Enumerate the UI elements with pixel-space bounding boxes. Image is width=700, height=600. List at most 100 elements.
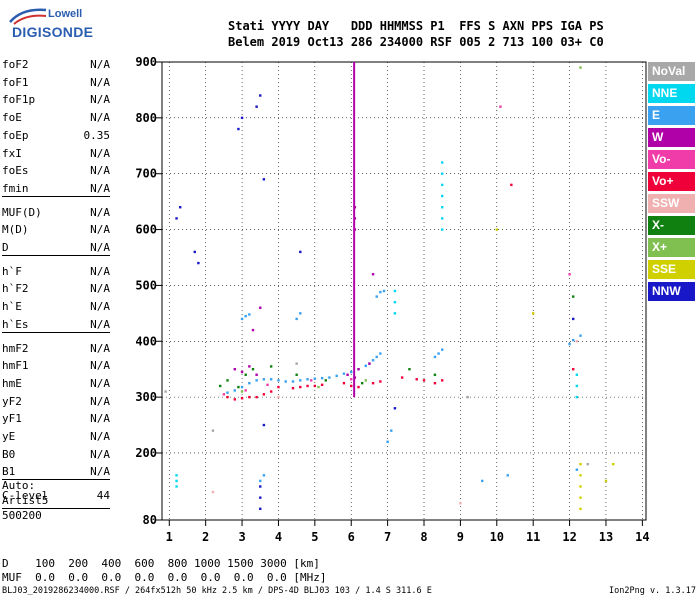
param-value: N/A bbox=[90, 223, 110, 237]
data-point bbox=[248, 313, 251, 316]
data-point bbox=[433, 355, 437, 359]
data-point bbox=[433, 373, 437, 376]
legend-item-noval: NoVal bbox=[648, 62, 695, 81]
data-point bbox=[379, 352, 382, 355]
data-point bbox=[371, 273, 375, 276]
param-value: N/A bbox=[90, 430, 110, 443]
data-point bbox=[579, 496, 582, 499]
x-tick-label: 4 bbox=[275, 530, 282, 544]
x-tick-label: 9 bbox=[457, 530, 464, 544]
data-point bbox=[575, 395, 579, 399]
param-name: hmE bbox=[2, 376, 22, 390]
param-value: N/A bbox=[90, 394, 110, 408]
legend-item-e: E bbox=[648, 106, 695, 125]
data-point bbox=[251, 367, 255, 371]
separator bbox=[2, 254, 110, 256]
data-point bbox=[441, 228, 444, 231]
data-point bbox=[393, 407, 397, 410]
data-point bbox=[575, 340, 579, 343]
param-name: foEp bbox=[2, 128, 29, 142]
data-point bbox=[393, 312, 397, 315]
param-name: yF2 bbox=[2, 394, 22, 408]
data-point bbox=[237, 127, 240, 131]
data-point bbox=[379, 380, 382, 383]
param-row-fxi: fxI N/A bbox=[2, 145, 110, 163]
data-point bbox=[568, 342, 571, 346]
data-point bbox=[360, 381, 364, 385]
param-row-d: D N/A bbox=[2, 239, 110, 257]
legend-item-nne: NNE bbox=[648, 84, 695, 103]
data-point bbox=[393, 289, 397, 293]
param-row-fof2: foF2 N/A bbox=[2, 56, 110, 74]
data-point bbox=[299, 379, 302, 382]
param-value: N/A bbox=[90, 205, 110, 219]
data-point bbox=[317, 385, 320, 389]
data-point bbox=[335, 374, 338, 378]
x-tick-label: 12 bbox=[562, 530, 576, 544]
separator bbox=[2, 479, 110, 481]
param-row-hf2: h`F2 N/A bbox=[2, 280, 110, 298]
data-point bbox=[175, 485, 178, 488]
data-point bbox=[568, 273, 571, 276]
param-value: N/A bbox=[90, 93, 110, 107]
data-point bbox=[604, 479, 608, 483]
data-point bbox=[226, 391, 229, 394]
logo-text-lowell: Lowell bbox=[48, 8, 83, 20]
param-value: N/A bbox=[90, 75, 110, 89]
data-point bbox=[248, 365, 251, 368]
data-point bbox=[353, 376, 357, 379]
data-point bbox=[579, 485, 582, 488]
data-point bbox=[197, 261, 200, 265]
data-point bbox=[324, 379, 327, 382]
data-point bbox=[269, 365, 273, 368]
param-name: D bbox=[2, 241, 9, 254]
x-tick-label: 14 bbox=[635, 530, 649, 544]
data-point bbox=[586, 462, 589, 466]
data-point bbox=[259, 94, 262, 97]
data-point bbox=[481, 479, 484, 483]
d-muf-table: D 100 200 400 600 800 1000 1500 3000 [km… bbox=[2, 557, 327, 585]
d-row: D 100 200 400 600 800 1000 1500 3000 [km… bbox=[2, 557, 320, 570]
data-point bbox=[262, 423, 266, 427]
param-row-hf: h`F N/A bbox=[2, 263, 110, 281]
x-tick-label: 6 bbox=[348, 530, 355, 544]
param-row-fof1p: foF1p N/A bbox=[2, 91, 110, 109]
data-point bbox=[510, 183, 513, 187]
data-point bbox=[277, 395, 280, 399]
param-name: fmin bbox=[2, 181, 29, 195]
param-row-he: h`E N/A bbox=[2, 298, 110, 316]
param-value: N/A bbox=[90, 264, 110, 278]
data-point bbox=[572, 338, 575, 342]
data-point bbox=[222, 393, 226, 396]
data-point bbox=[364, 379, 367, 382]
param-value: N/A bbox=[90, 300, 110, 314]
param-value: N/A bbox=[90, 376, 110, 390]
data-point bbox=[284, 380, 287, 383]
param-name: hmF2 bbox=[2, 341, 29, 355]
x-tick-label: 7 bbox=[384, 530, 391, 544]
param-row-b1: B1 N/A bbox=[2, 463, 110, 481]
y-tick-label: 500 bbox=[135, 278, 157, 292]
y-tick-label: 400 bbox=[135, 334, 157, 348]
param-value: N/A bbox=[90, 146, 110, 160]
param-row-b0: B0 N/A bbox=[2, 446, 110, 464]
data-point bbox=[579, 462, 582, 466]
data-point bbox=[441, 379, 444, 382]
param-name: hmF1 bbox=[2, 359, 29, 373]
data-point bbox=[437, 352, 440, 355]
separator bbox=[2, 195, 110, 197]
separator bbox=[2, 331, 110, 333]
data-point bbox=[433, 381, 437, 385]
data-point bbox=[291, 386, 295, 390]
y-tick-label: 700 bbox=[135, 167, 157, 181]
data-point bbox=[295, 317, 298, 321]
data-point bbox=[175, 474, 178, 477]
data-point bbox=[579, 66, 582, 69]
data-point bbox=[579, 334, 582, 337]
param-row-hmf2: hmF2 N/A bbox=[2, 340, 110, 358]
param-row-foes: foEs N/A bbox=[2, 162, 110, 180]
data-point bbox=[255, 105, 258, 108]
data-point bbox=[262, 474, 266, 477]
data-point bbox=[350, 384, 353, 388]
param-value: N/A bbox=[90, 181, 110, 195]
